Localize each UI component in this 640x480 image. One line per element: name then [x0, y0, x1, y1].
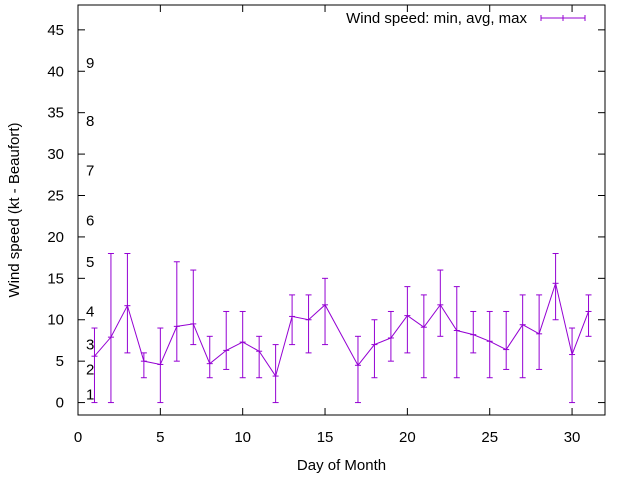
x-tick-label: 30 [564, 429, 581, 446]
beaufort-label: 6 [86, 212, 94, 229]
x-axis-label: Day of Month [297, 457, 386, 474]
beaufort-label: 1 [86, 386, 94, 403]
legend: Wind speed: min, avg, max [346, 10, 586, 27]
plot-frame [77, 4, 606, 416]
beaufort-label: 5 [86, 254, 94, 271]
beaufort-scale-labels: 1 2 3 4 5 6 7 8 9 [86, 55, 94, 403]
y-tick-label: 15 [47, 270, 64, 287]
beaufort-label: 7 [86, 163, 94, 180]
legend-swatch [540, 15, 586, 21]
y-tick-label: 25 [47, 188, 64, 205]
y-tick-label: 0 [56, 395, 64, 412]
y-tick-label: 35 [47, 105, 64, 122]
x-axis-ticks: 0 5 10 15 20 25 30 [74, 5, 581, 446]
beaufort-label: 8 [86, 113, 94, 130]
x-tick-label: 25 [481, 429, 498, 446]
y-tick-label: 20 [47, 229, 64, 246]
x-tick-label: 0 [74, 429, 82, 446]
y-axis-label: Wind speed (kt - Beaufort) [6, 122, 23, 297]
y-tick-label: 40 [47, 63, 64, 80]
x-tick-label: 20 [399, 429, 416, 446]
x-tick-label: 10 [234, 429, 251, 446]
beaufort-label: 3 [86, 337, 94, 354]
x-tick-label: 15 [317, 429, 334, 446]
y-tick-label: 10 [47, 312, 64, 329]
plot-marks [91, 252, 592, 404]
avg-line [94, 281, 589, 378]
beaufort-label: 9 [86, 55, 94, 72]
y-tick-label: 45 [47, 22, 64, 39]
beaufort-label: 4 [86, 303, 94, 320]
legend-label: Wind speed: min, avg, max [346, 10, 527, 27]
y-tick-label: 5 [56, 353, 64, 370]
x-tick-label: 5 [156, 429, 164, 446]
y-tick-label: 30 [47, 146, 64, 163]
beaufort-label: 2 [86, 361, 94, 378]
